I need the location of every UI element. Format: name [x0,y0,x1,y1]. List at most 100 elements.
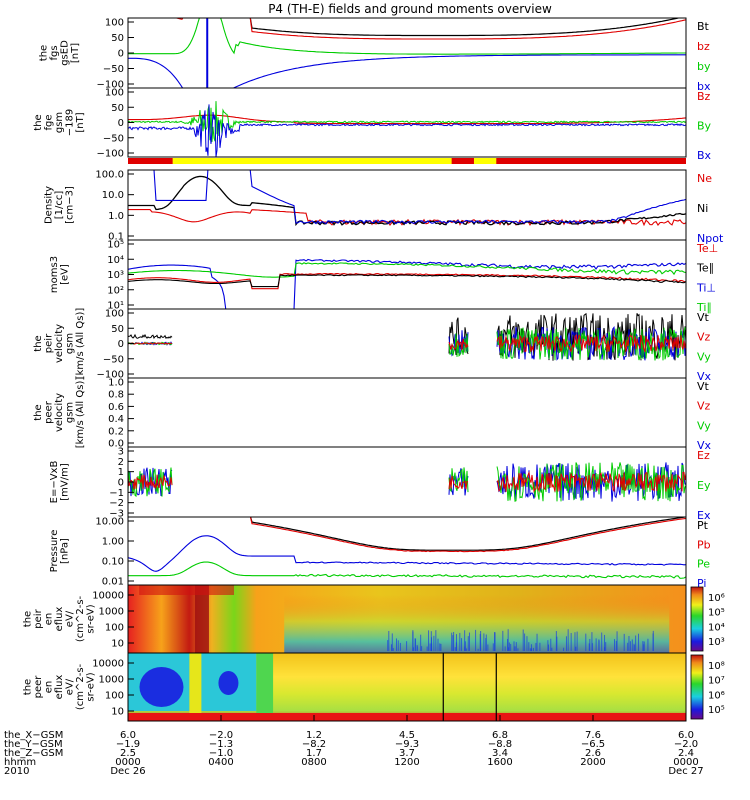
colorbar-tick-label: 10³ [708,637,725,648]
x-tick-label: 4.5 [399,730,415,741]
legend-entry: bz [697,40,710,53]
y-tick-label: 50 [111,324,124,335]
legend-entry: by [697,60,711,73]
x-tick-label: −1.9 [116,739,140,750]
plot-area [128,517,686,579]
y-tick-label: 0.0 [108,439,124,450]
mode-bar-segment [172,158,452,164]
plot-area [128,653,686,721]
colorbar-tick-label: 10⁶ [708,690,725,701]
legend-entry: Ti⊥ [696,281,716,294]
y-axis-label: [nPa] [59,538,70,564]
legend-entry: By [697,120,712,133]
colorbar [690,586,704,652]
y-axis-label: the [38,45,49,61]
y-axis-label: en [44,613,55,626]
spectrogram-band [256,653,274,721]
y-axis-label: moms3 [49,256,60,293]
y-axis-label: Pressure [49,530,60,573]
colorbar-tick-label: 10⁵ [708,705,725,716]
y-axis-label: gsm [54,112,65,133]
spectrogram-band [194,585,209,653]
colorbar-tick-label: 10⁶ [708,593,725,604]
legend-entry: Vz [697,331,711,344]
legend-entry: Bt [697,20,710,33]
y-tick-label: 10¹ [107,301,124,312]
y-axis-label: peer [44,400,55,424]
x-tick-label: 1600 [487,757,512,768]
y-tick-label: 100 [105,623,124,634]
y-axis-label: the [23,611,34,627]
x-row-label: the_Z−GSM [4,748,63,759]
legend-entry: Bx [697,149,712,162]
y-tick-label: −100 [97,370,124,381]
x-date-label: Dec 27 [668,766,703,777]
panel-frame [127,87,687,158]
panel-temperature: moms3 [eV] 10⁵ 10⁴ 10³ 10² 10¹ Te⊥ Te∥ Ti⊥ Ti∥ [49,239,718,314]
y-axis-label: velocity [54,324,65,363]
x-tick-label: −8.2 [302,739,326,750]
mode-bar-segment [473,158,497,164]
legend-entry: Bz [697,90,711,103]
x-tick-label: 0400 [208,757,233,768]
y-axis-label: sr-eV) [86,672,97,701]
y-tick-label: −1 [109,488,124,499]
y-axis-label: eflux [54,675,65,700]
x-tick-label: −2.0 [674,739,698,750]
y-tick-label: 100 [105,18,124,29]
legend-entry: Ez [697,449,710,462]
y-tick-label: 0.6 [108,402,124,413]
legend-entry: Vt [697,311,710,324]
y-tick-label: 0 [118,339,124,350]
y-axis-label: peir [44,333,55,353]
y-tick-label: 50 [111,33,124,44]
y-axis-label: fge [44,114,55,130]
y-tick-label: 1000 [99,675,124,686]
x-tick-label: −6.5 [581,739,605,750]
legend-entry: Vx [697,370,712,383]
colorbar-tick-label: 10⁴ [708,622,725,633]
y-tick-label: 3 [118,447,124,458]
x-row-label: the_Y−GSM [4,739,63,750]
x-tick-label: −2.0 [209,730,233,741]
spectrogram-blob [218,671,239,695]
y-axis-label: the [23,679,34,695]
x-tick-label: 2.4 [678,748,694,759]
legend-entry: Vy [697,419,711,432]
x-tick-label: −8.8 [488,739,512,750]
plot-area [128,170,686,227]
y-tick-label: 0.2 [108,426,124,437]
plot-area [128,18,686,88]
x-tick-label: 3.7 [399,748,415,759]
x-tick-label: 1.7 [306,748,322,759]
y-tick-label: 0.01 [102,577,124,588]
y-tick-label: −50 [103,354,124,365]
colorbar-tick-label: 10⁵ [708,608,725,619]
x-tick-label: −1.3 [209,739,233,750]
y-tick-label: 100 [105,309,124,320]
y-axis-label: gsm [65,402,76,423]
plot-area [128,101,686,157]
legend-entry: Pi [697,577,706,590]
x-tick-label: 6.8 [492,730,508,741]
y-axis-label: sr-eV) [86,604,97,633]
y-axis-label: (cm^2-s- [75,663,86,710]
y-tick-label: 0.8 [108,390,124,401]
y-tick-label: 10³ [107,270,124,281]
y-tick-label: 10 [111,707,124,718]
y-axis-label: [km/s (All Qs)] [75,377,86,449]
x-tick-label: 6.0 [678,730,694,741]
y-tick-label: 1.0 [108,378,124,389]
y-axis-label: −189 [65,109,76,136]
y-tick-label: 0 [118,49,124,60]
y-tick-label: −3 [109,509,124,520]
y-tick-label: 10000 [92,659,124,670]
y-axis-label: eV/ [65,610,76,627]
spectrogram-band [139,585,235,595]
y-tick-label: −100 [97,149,124,160]
y-tick-label: 10000 [92,591,124,602]
y-axis-label: [nT] [70,43,81,63]
y-axis-label: velocity [54,393,65,432]
